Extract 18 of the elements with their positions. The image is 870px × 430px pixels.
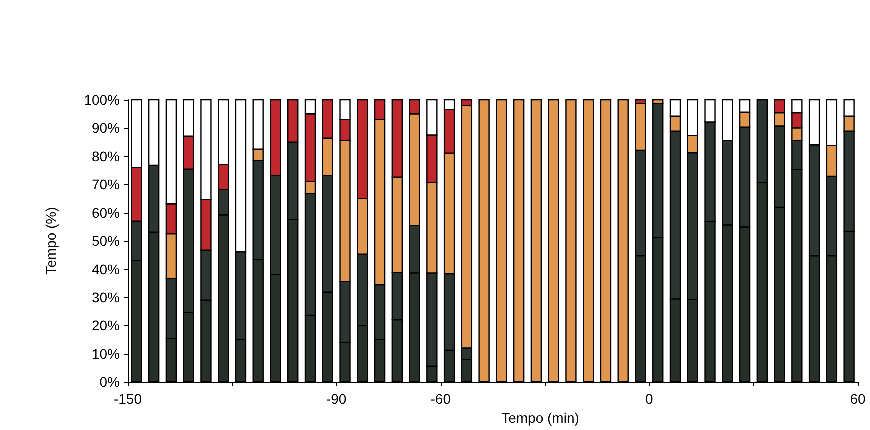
x-tick-label: -90 [326, 391, 347, 408]
y-tick-label: 10% [92, 346, 120, 362]
y-tick-label: 90% [92, 120, 120, 136]
y-tick-label: 20% [92, 318, 120, 334]
y-tick-label: 50% [92, 233, 120, 250]
x-axis-title: Tempo (min) [502, 410, 580, 426]
x-tick-label: -150 [114, 391, 142, 408]
y-tick-label: 60% [92, 204, 120, 221]
y-tick-label: 30% [92, 289, 120, 306]
x-tick-label: 60 [850, 391, 866, 408]
y-tick-label: 80% [92, 148, 120, 164]
x-tick-label: -60 [430, 391, 452, 408]
y-tick-label: 0% [100, 374, 120, 390]
y-tick-label: 40% [92, 261, 120, 278]
x-tick-label: 0 [646, 391, 654, 408]
y-axis-title: Tempo (%) [43, 207, 59, 275]
y-tick-label: 70% [92, 176, 120, 193]
y-tick-label: 100% [84, 92, 120, 108]
